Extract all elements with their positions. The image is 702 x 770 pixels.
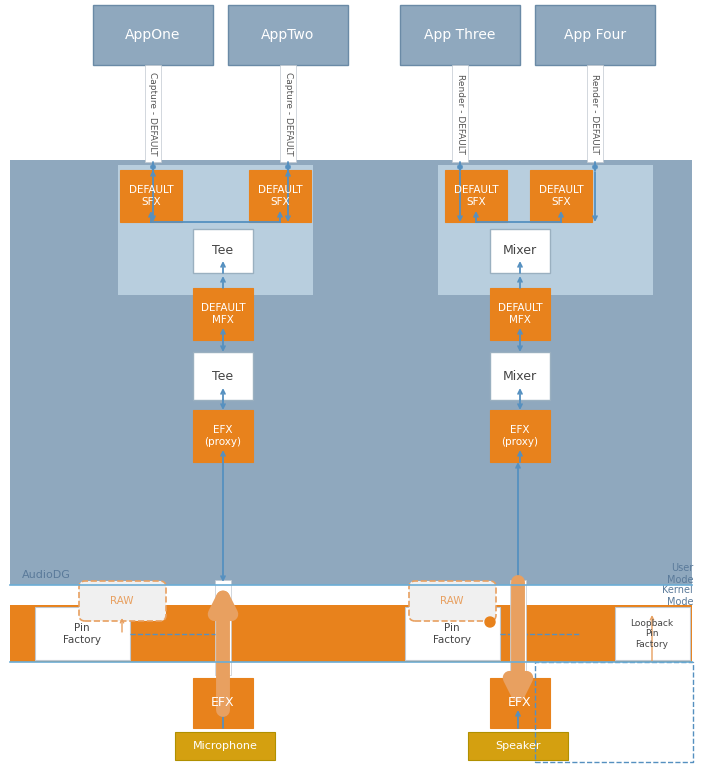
FancyBboxPatch shape: [120, 170, 182, 222]
Text: DEFAULT
MFX: DEFAULT MFX: [201, 303, 245, 325]
Text: Loopback
Pin
Factory: Loopback Pin Factory: [630, 619, 673, 649]
Text: Render - DEFAULT: Render - DEFAULT: [590, 74, 600, 154]
FancyBboxPatch shape: [587, 65, 603, 162]
FancyBboxPatch shape: [438, 165, 653, 295]
FancyBboxPatch shape: [249, 170, 311, 222]
Text: EFX
(proxy): EFX (proxy): [501, 425, 538, 447]
Text: App Three: App Three: [424, 28, 496, 42]
FancyBboxPatch shape: [10, 605, 692, 662]
Text: DEFAULT
MFX: DEFAULT MFX: [498, 303, 543, 325]
Text: AppTwo: AppTwo: [261, 28, 314, 42]
FancyBboxPatch shape: [215, 580, 231, 675]
Text: Tee: Tee: [213, 245, 234, 257]
FancyBboxPatch shape: [445, 170, 507, 222]
FancyBboxPatch shape: [490, 678, 550, 728]
FancyBboxPatch shape: [490, 288, 550, 340]
FancyBboxPatch shape: [145, 65, 161, 162]
Text: RAW: RAW: [440, 596, 464, 606]
Text: Capture - DEFAULT: Capture - DEFAULT: [284, 72, 293, 156]
Text: DEFAULT
SFX: DEFAULT SFX: [538, 186, 583, 207]
Text: Mixer: Mixer: [503, 370, 537, 383]
Text: Tee: Tee: [213, 370, 234, 383]
FancyBboxPatch shape: [118, 165, 313, 295]
Text: RAW: RAW: [513, 618, 522, 638]
Circle shape: [485, 617, 495, 627]
FancyBboxPatch shape: [228, 5, 348, 65]
FancyBboxPatch shape: [193, 352, 253, 400]
Text: AudioDG: AudioDG: [22, 570, 71, 580]
Text: Mixer: Mixer: [503, 245, 537, 257]
Text: Kernel
Mode: Kernel Mode: [662, 585, 693, 607]
Text: App Four: App Four: [564, 28, 626, 42]
Text: EFX: EFX: [508, 697, 532, 709]
FancyBboxPatch shape: [490, 352, 550, 400]
Text: Capture - DEFAULT: Capture - DEFAULT: [149, 72, 157, 156]
Text: DEFAULT
SFX: DEFAULT SFX: [128, 186, 173, 207]
FancyBboxPatch shape: [409, 581, 496, 621]
FancyBboxPatch shape: [510, 580, 526, 675]
FancyBboxPatch shape: [193, 410, 253, 462]
Text: RAW: RAW: [110, 596, 134, 606]
Text: Microphone: Microphone: [192, 741, 258, 751]
Text: User
Mode: User Mode: [666, 563, 693, 584]
Text: EFX: EFX: [211, 697, 234, 709]
FancyBboxPatch shape: [193, 288, 253, 340]
FancyBboxPatch shape: [35, 607, 130, 660]
Text: Pin
Factory: Pin Factory: [63, 623, 101, 644]
FancyBboxPatch shape: [490, 410, 550, 462]
FancyBboxPatch shape: [10, 160, 692, 585]
Text: DEFAULT
SFX: DEFAULT SFX: [453, 186, 498, 207]
FancyBboxPatch shape: [615, 607, 690, 660]
FancyBboxPatch shape: [535, 5, 655, 65]
FancyBboxPatch shape: [175, 732, 275, 760]
FancyBboxPatch shape: [452, 65, 468, 162]
Text: RAW: RAW: [218, 618, 227, 638]
FancyBboxPatch shape: [400, 5, 520, 65]
FancyBboxPatch shape: [280, 65, 296, 162]
Text: AppOne: AppOne: [126, 28, 180, 42]
Text: EFX
(proxy): EFX (proxy): [204, 425, 241, 447]
FancyBboxPatch shape: [405, 607, 500, 660]
FancyBboxPatch shape: [79, 581, 166, 621]
FancyBboxPatch shape: [490, 229, 550, 273]
Text: DEFAULT
SFX: DEFAULT SFX: [258, 186, 303, 207]
FancyBboxPatch shape: [530, 170, 592, 222]
Text: Pin
Factory: Pin Factory: [433, 623, 471, 644]
FancyBboxPatch shape: [193, 678, 253, 728]
FancyBboxPatch shape: [93, 5, 213, 65]
FancyBboxPatch shape: [193, 229, 253, 273]
Text: Render - DEFAULT: Render - DEFAULT: [456, 74, 465, 154]
Text: Speaker: Speaker: [495, 741, 541, 751]
FancyBboxPatch shape: [468, 732, 568, 760]
